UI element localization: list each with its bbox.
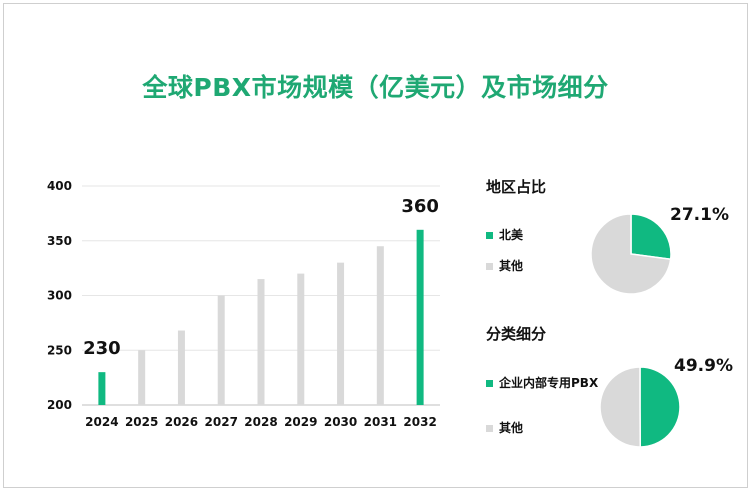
category-share-title: 分类细分 <box>486 325 547 343</box>
bar-data-label: 230 <box>83 338 121 359</box>
x-tick-label: 2024 <box>85 415 118 429</box>
region-share-title: 地区占比 <box>486 178 547 196</box>
bar-2032 <box>416 229 424 405</box>
bar-2027 <box>217 295 225 405</box>
bar-2025 <box>138 350 146 405</box>
pie-slice-0 <box>630 213 672 261</box>
legend-item-other-category: 其他 <box>486 421 523 436</box>
y-tick-label: 400 <box>47 179 72 193</box>
x-tick-label: 2032 <box>403 415 436 429</box>
x-tick-label: 2029 <box>284 415 317 429</box>
bar-data-labels: 230 360 <box>83 196 439 359</box>
legend-label-north-america: 北美 <box>499 228 524 242</box>
legend-swatch-other-region <box>486 263 493 270</box>
y-tick-label: 200 <box>47 398 72 412</box>
legend-swatch-other-category <box>486 425 493 432</box>
legend-item-other-region: 其他 <box>486 259 523 274</box>
pie-slice-1 <box>590 213 672 295</box>
category-pie-chart <box>599 366 681 448</box>
legend-swatch-north-america <box>486 232 493 239</box>
region-pie-percent-label: 27.1% <box>670 205 729 225</box>
x-tick-label: 2031 <box>364 415 397 429</box>
page-title: 全球PBX市场规模（亿美元）及市场细分 <box>142 73 609 102</box>
y-tick-label: 300 <box>47 289 72 303</box>
x-tick-label: 2030 <box>324 415 357 429</box>
y-tick-label: 350 <box>47 234 72 248</box>
x-tick-label: 2027 <box>205 415 238 429</box>
bar-2029 <box>297 273 305 405</box>
bar-2030 <box>337 262 345 405</box>
legend-label-enterprise-pbx: 企业内部专用PBX <box>499 376 599 390</box>
legend-item-enterprise-pbx: 企业内部专用PBX <box>486 376 599 391</box>
x-tick-label: 2026 <box>165 415 198 429</box>
region-pie-chart <box>590 213 672 295</box>
legend-swatch-enterprise-pbx <box>486 380 493 387</box>
category-pie-percent-label: 49.9% <box>674 356 733 376</box>
bar-series <box>98 229 424 405</box>
bar-x-ticks: 2024 2025 2026 2027 2028 2029 2030 2031 2032 <box>85 415 437 429</box>
pie-slice-1 <box>599 366 642 448</box>
bar-data-label: 360 <box>401 196 439 217</box>
bar-y-ticks: 200 250 300 350 400 <box>47 179 72 412</box>
legend-item-north-america: 北美 <box>486 228 523 243</box>
x-tick-label: 2025 <box>125 415 158 429</box>
pie-slice-0 <box>639 366 681 448</box>
legend-label-other-category: 其他 <box>499 421 524 435</box>
x-tick-label: 2028 <box>244 415 277 429</box>
legend-label-other-region: 其他 <box>499 259 524 273</box>
bar-2028 <box>257 279 265 405</box>
bar-2031 <box>376 246 384 405</box>
bar-2026 <box>177 330 185 405</box>
bar-2024 <box>98 372 106 405</box>
y-tick-label: 250 <box>47 343 72 357</box>
